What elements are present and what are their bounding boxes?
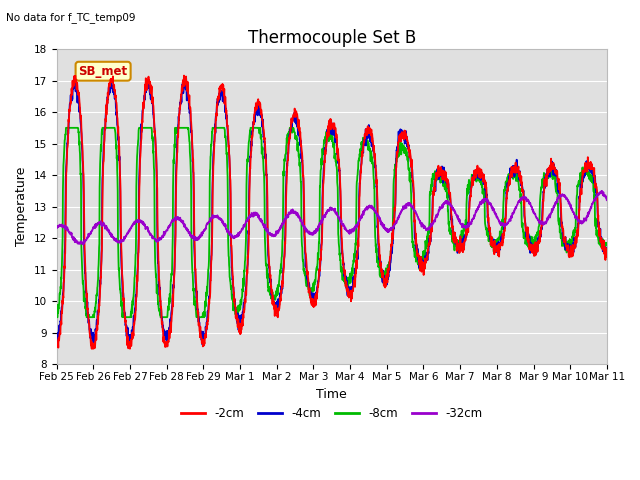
Title: Thermocouple Set B: Thermocouple Set B bbox=[248, 29, 416, 48]
X-axis label: Time: Time bbox=[316, 388, 347, 401]
Legend: -2cm, -4cm, -8cm, -32cm: -2cm, -4cm, -8cm, -32cm bbox=[177, 402, 487, 425]
Y-axis label: Temperature: Temperature bbox=[15, 167, 28, 246]
Text: No data for f_TC_temp09: No data for f_TC_temp09 bbox=[6, 12, 136, 23]
Text: SB_met: SB_met bbox=[79, 65, 127, 78]
